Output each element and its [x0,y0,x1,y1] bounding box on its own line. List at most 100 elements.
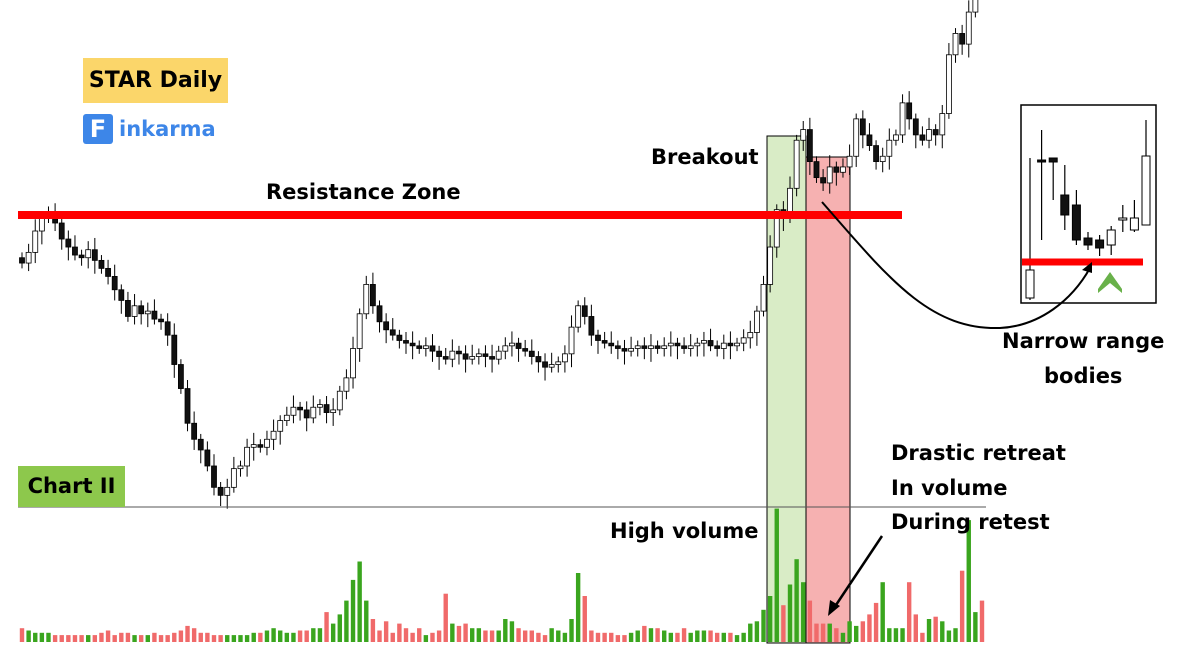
volume-bar [522,630,528,642]
volume-bar [311,628,316,642]
candle-body [32,230,39,253]
volume-bar [893,628,899,642]
volume-bar [112,635,117,642]
volume-bar [542,635,548,642]
candle-body [760,284,767,312]
candle-body [502,345,509,352]
volume-bar [436,630,442,642]
retreat-label-line1: Drastic retreat [891,441,1066,465]
high-volume-label: High volume [610,519,759,543]
candle-body [436,350,443,357]
candle-body [330,409,337,413]
inset-candles [1025,120,1151,300]
volume-bar [741,632,746,642]
volume-bar [19,628,25,642]
candle-body [614,345,621,349]
candle-body [290,406,297,416]
volume-bar [867,614,872,642]
candle-body [621,348,628,352]
candle-body [376,305,383,323]
volume-bar [430,632,435,642]
volume-bar [251,632,256,642]
narrow-label-line1: Narrow range [1002,329,1165,353]
volume-bar [635,630,640,642]
volume-bar [390,632,395,642]
volume-bar [178,630,184,642]
candle-body [932,129,939,136]
brand-name: inkarma [119,117,216,141]
panel-label: Chart II [18,466,125,507]
candle-body [25,251,32,264]
candle-body [151,310,158,320]
volume-bar [549,628,554,642]
candle-body [893,134,899,141]
candle-body [707,340,714,347]
candle-body [568,326,575,355]
volume-bar [476,628,482,642]
volume-bar [244,635,250,642]
volume-bar [774,508,779,642]
candle-body [171,334,178,365]
retreat-pointer [832,535,884,609]
candle-body [701,340,707,344]
candle-body [462,353,469,360]
candle-body [820,177,827,184]
candle-body [899,102,906,136]
volume-bar [33,632,38,642]
volume-bar [767,596,773,642]
candle-body [197,438,204,451]
candle-body [886,139,893,157]
volume-bar [536,632,541,642]
volume-bar [185,625,190,642]
candle-body [727,342,734,347]
candle-body [118,289,125,301]
candle-body [972,0,979,13]
volume-bar [516,628,521,642]
volume-bar [628,632,634,642]
volume-bar [595,632,601,642]
volume-bar [92,635,98,642]
candle-body [343,377,350,392]
retreat-pointer-arrowhead-icon [828,600,840,616]
candle-body [383,321,390,331]
volume-bar [761,609,766,642]
candle-body [714,345,721,349]
volume-bar [324,612,329,642]
candle-body [403,340,409,344]
candle-body [111,276,118,291]
candle-body [442,356,449,360]
candle-body [687,345,694,349]
candle-body [456,350,462,355]
volume-bar [271,628,276,642]
candle-body [959,33,966,45]
volume-bar [642,625,647,642]
candle-body [323,404,330,413]
candle-body [846,155,853,168]
candle-body [495,350,502,360]
candle-body [747,332,754,339]
curve-arrowhead-icon [1082,262,1092,273]
volume-bar [86,635,91,642]
volume-bar [648,628,654,642]
volume-bar [138,635,144,642]
brand-logo: F inkarma [83,112,216,146]
candle-body [78,254,85,259]
candle-body [859,118,866,136]
volume-bar [350,579,356,642]
volume-bar [26,630,31,642]
candle-body [257,444,264,448]
volume-bar [145,635,150,642]
candle-body [926,129,932,141]
candle-body [694,342,701,347]
candlestick-series [19,0,979,509]
volume-bar [99,632,104,642]
volume-bar [900,628,905,642]
volume-bar [820,623,826,642]
volume-bar [503,619,508,642]
volume-bar [529,630,534,642]
volume-bar [953,628,958,642]
volume-bar [364,600,369,642]
inset-candle-body [1095,239,1105,249]
volume-bar [72,635,78,642]
